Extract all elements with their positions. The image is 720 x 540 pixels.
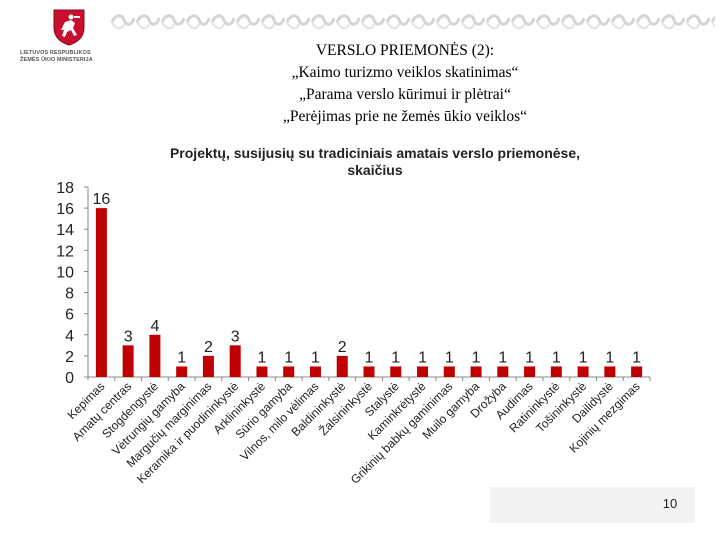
data-label: 3 <box>231 328 240 345</box>
bar <box>417 366 429 377</box>
data-label: 1 <box>391 349 400 366</box>
data-label: 1 <box>632 349 641 366</box>
data-label: 16 <box>92 191 110 208</box>
bar <box>604 366 616 377</box>
ministry-name: LIETUVOS RESPUBLIKOS ŽEMĖS ŪKIO MINISTER… <box>20 50 120 63</box>
data-label: 1 <box>605 349 614 366</box>
bar <box>363 366 375 377</box>
bar <box>202 355 214 377</box>
bar <box>283 366 295 377</box>
data-label: 2 <box>204 339 213 356</box>
slide-title: VERSLO PRIEMONĖS (2): „Kaimo turizmo vei… <box>180 40 630 128</box>
data-label: 1 <box>445 349 454 366</box>
bar <box>122 345 134 377</box>
bar <box>443 366 455 377</box>
header-ornament <box>110 10 715 34</box>
y-tick-label: 10 <box>56 264 74 281</box>
y-tick-label: 0 <box>65 370 74 387</box>
y-tick-label: 4 <box>65 328 74 345</box>
y-tick-label: 14 <box>56 222 74 239</box>
data-label: 1 <box>579 349 588 366</box>
bar <box>229 345 241 377</box>
data-label: 1 <box>257 349 266 366</box>
data-label: 3 <box>124 328 133 345</box>
y-tick-label: 8 <box>65 286 74 303</box>
data-label: 2 <box>338 339 347 356</box>
data-label: 1 <box>365 349 374 366</box>
page-number: 10 <box>662 496 678 511</box>
coat-of-arms-icon <box>53 9 85 46</box>
data-label: 1 <box>284 349 293 366</box>
data-label: 4 <box>150 318 159 335</box>
data-label: 1 <box>418 349 427 366</box>
chart-title: Projektų, susijusių su tradiciniais amat… <box>120 145 630 179</box>
data-label: 1 <box>177 349 186 366</box>
y-tick-label: 2 <box>65 349 74 366</box>
data-label: 1 <box>472 349 481 366</box>
slide-title-line-3: „Parama verslo kūrimui ir plėtrai“ <box>299 86 511 103</box>
bar <box>550 366 562 377</box>
bar <box>176 366 188 377</box>
slide-title-line-1: VERSLO PRIEMONĖS (2): <box>315 42 495 59</box>
bar <box>390 366 402 377</box>
bar <box>95 208 107 377</box>
slide-title-line-2: „Kaimo turizmo veiklos skatinimas“ <box>291 64 519 81</box>
bar <box>577 366 589 377</box>
bar <box>336 355 348 377</box>
y-tick-label: 6 <box>65 307 74 324</box>
ministry-name-line-2: ŽEMĖS ŪKIO MINISTERIJA <box>20 56 93 63</box>
bar <box>256 366 268 377</box>
data-label: 1 <box>552 349 561 366</box>
data-label: 1 <box>525 349 534 366</box>
bar <box>631 366 643 377</box>
y-tick-label: 18 <box>56 180 74 197</box>
chart-title-line-2: skaičius <box>347 162 403 178</box>
bar <box>309 366 321 377</box>
bar <box>470 366 482 377</box>
bar <box>524 366 536 377</box>
ministry-logo: LIETUVOS RESPUBLIKOS ŽEMĖS ŪKIO MINISTER… <box>20 8 120 80</box>
ministry-name-line-1: LIETUVOS RESPUBLIKOS <box>20 50 91 56</box>
data-label: 1 <box>311 349 320 366</box>
bar <box>149 334 161 377</box>
y-tick-label: 16 <box>56 201 74 218</box>
chart-title-line-1: Projektų, susijusių su tradiciniais amat… <box>169 145 581 161</box>
data-label: 1 <box>498 349 507 366</box>
y-tick-label: 12 <box>56 243 74 260</box>
slide-title-line-4: „Perėjimas prie ne žemės ūkio veiklos“ <box>282 108 528 125</box>
footer-panel <box>490 487 695 523</box>
bar <box>497 366 509 377</box>
